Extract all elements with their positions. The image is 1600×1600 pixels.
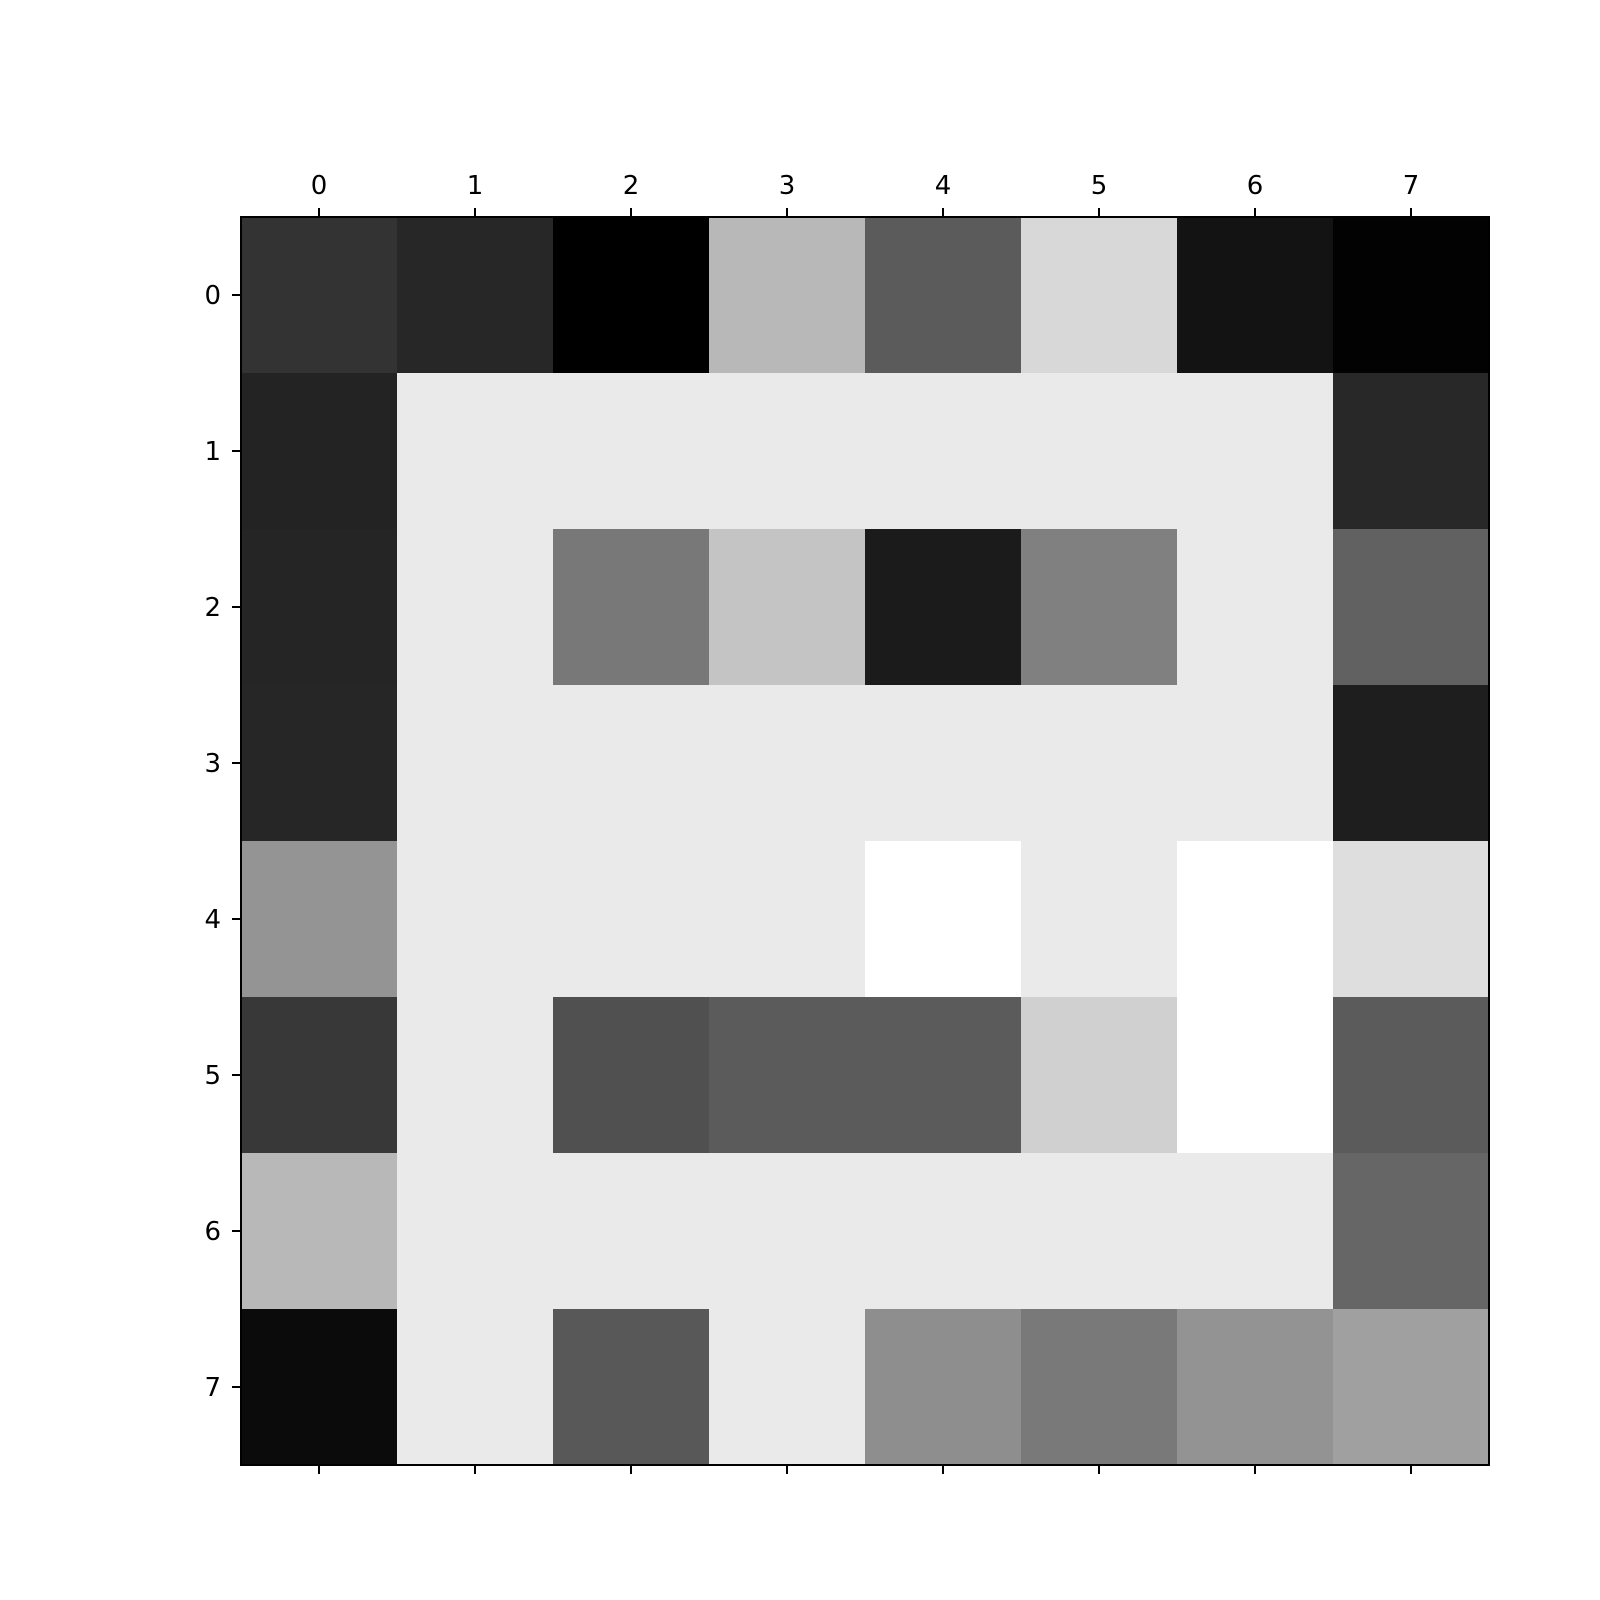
- heatmap-cell-r7-c2: [553, 1309, 710, 1466]
- heatmap-cell-r2-c7: [1333, 529, 1490, 686]
- y-tick-label-2: 2: [204, 593, 221, 623]
- heatmap-cell-r1-c2: [553, 373, 710, 530]
- x-tick-label-1: 1: [467, 171, 484, 201]
- heatmap-cell-r5-c2: [553, 997, 710, 1154]
- heatmap-cell-r0-c3: [709, 217, 866, 374]
- heatmap-cell-r6-c4: [865, 1153, 1022, 1310]
- heatmap-cell-r1-c6: [1177, 373, 1334, 530]
- heatmap-cell-r2-c4: [865, 529, 1022, 686]
- heatmap-cell-r6-c2: [553, 1153, 710, 1310]
- heatmap-cell-r5-c7: [1333, 997, 1490, 1154]
- heatmap-cell-r3-c6: [1177, 685, 1334, 842]
- heatmap-cell-r1-c5: [1021, 373, 1178, 530]
- heatmap-cell-r3-c4: [865, 685, 1022, 842]
- heatmap-cell-r4-c0: [241, 841, 398, 998]
- y-tick-label-7: 7: [204, 1373, 221, 1403]
- y-axis-ticks: 0 1 2 3 4 5 6 7: [204, 281, 241, 1403]
- y-tick-label-0: 0: [204, 281, 221, 311]
- y-tick-label-3: 3: [204, 749, 221, 779]
- x-tick-label-6: 6: [1247, 171, 1264, 201]
- heatmap-cell-r4-c6: [1177, 841, 1334, 998]
- heatmap-cell-r2-c2: [553, 529, 710, 686]
- x-tick-label-0: 0: [311, 171, 328, 201]
- heatmap-cell-r5-c5: [1021, 997, 1178, 1154]
- heatmap-cell-r4-c3: [709, 841, 866, 998]
- heatmap-cell-r1-c4: [865, 373, 1022, 530]
- heatmap-cell-r6-c6: [1177, 1153, 1334, 1310]
- heatmap-cell-r6-c0: [241, 1153, 398, 1310]
- heatmap-cell-r0-c0: [241, 217, 398, 374]
- heatmap-cell-r3-c2: [553, 685, 710, 842]
- heatmap-cell-r6-c1: [397, 1153, 554, 1310]
- heatmap-cell-r4-c1: [397, 841, 554, 998]
- x-tick-label-7: 7: [1403, 171, 1420, 201]
- heatmap-cell-r5-c1: [397, 997, 554, 1154]
- heatmap-cell-r5-c4: [865, 997, 1022, 1154]
- heatmap-cell-r0-c4: [865, 217, 1022, 374]
- heatmap-cell-r4-c4: [865, 841, 1022, 998]
- heatmap-cell-r5-c0: [241, 997, 398, 1154]
- heatmap-cell-r6-c3: [709, 1153, 866, 1310]
- heatmap-cell-r0-c1: [397, 217, 554, 374]
- heatmap-cell-r0-c6: [1177, 217, 1334, 374]
- heatmap-cell-r6-c5: [1021, 1153, 1178, 1310]
- heatmap-cell-r6-c7: [1333, 1153, 1490, 1310]
- heatmap-cell-r3-c1: [397, 685, 554, 842]
- x-tick-label-4: 4: [935, 171, 952, 201]
- heatmap-cell-r1-c0: [241, 373, 398, 530]
- heatmap-cell-r3-c7: [1333, 685, 1490, 842]
- heatmap-cell-r1-c7: [1333, 373, 1490, 530]
- heatmap-cell-r7-c0: [241, 1309, 398, 1466]
- x-tick-label-2: 2: [623, 171, 640, 201]
- heatmap-cell-r5-c6: [1177, 997, 1334, 1154]
- heatmap-cells: [241, 217, 1490, 1466]
- heatmap-cell-r2-c6: [1177, 529, 1334, 686]
- heatmap-cell-r3-c3: [709, 685, 866, 842]
- heatmap-cell-r2-c1: [397, 529, 554, 686]
- heatmap-cell-r7-c1: [397, 1309, 554, 1466]
- heatmap-cell-r4-c7: [1333, 841, 1490, 998]
- heatmap-cell-r0-c5: [1021, 217, 1178, 374]
- heatmap-cell-r3-c0: [241, 685, 398, 842]
- heatmap-cell-r7-c4: [865, 1309, 1022, 1466]
- y-tick-label-6: 6: [204, 1217, 221, 1247]
- y-tick-label-5: 5: [204, 1061, 221, 1091]
- plot-frame: [240, 216, 1490, 1466]
- heatmap-cell-r7-c3: [709, 1309, 866, 1466]
- heatmap-cell-r0-c7: [1333, 217, 1490, 374]
- y-tick-label-4: 4: [204, 905, 221, 935]
- heatmap-cell-r1-c1: [397, 373, 554, 530]
- heatmap-cell-r2-c0: [241, 529, 398, 686]
- heatmap-cell-r2-c3: [709, 529, 866, 686]
- heatmap-cell-r0-c2: [553, 217, 710, 374]
- x-axis-ticks: 0 1 2 3 4 5 6 7: [311, 171, 1420, 1474]
- heatmap-cell-r7-c6: [1177, 1309, 1334, 1466]
- heatmap-cell-r4-c5: [1021, 841, 1178, 998]
- x-tick-label-5: 5: [1091, 171, 1108, 201]
- heatmap-cell-r7-c7: [1333, 1309, 1490, 1466]
- heatmap-cell-r4-c2: [553, 841, 710, 998]
- heatmap-cell-r3-c5: [1021, 685, 1178, 842]
- heatmap-cell-r2-c5: [1021, 529, 1178, 686]
- y-tick-label-1: 1: [204, 437, 221, 467]
- heatmap-cell-r5-c3: [709, 997, 866, 1154]
- x-tick-label-3: 3: [779, 171, 796, 201]
- heatmap-cell-r7-c5: [1021, 1309, 1178, 1466]
- heatmap-cell-r1-c3: [709, 373, 866, 530]
